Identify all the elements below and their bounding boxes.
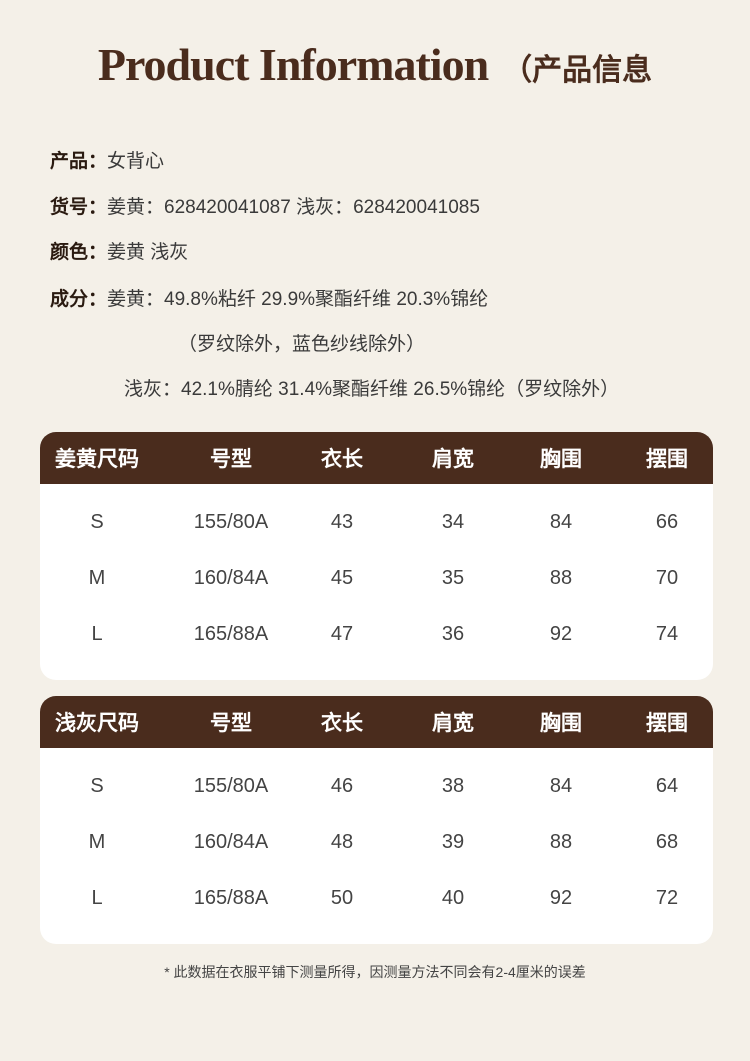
table-cell: M — [88, 566, 106, 589]
table-cell: M — [88, 830, 106, 853]
table-cell: 47 — [330, 622, 354, 645]
info-value: 姜黄 浅灰 — [107, 242, 189, 263]
info-value: 姜黄：628420041087 浅灰：628420041085 — [107, 197, 480, 218]
header-cell: 胸围 — [540, 712, 582, 735]
table-cell: 46 — [330, 774, 354, 797]
table-row: L 165/88A 50 40 92 72 — [40, 870, 713, 926]
header-cell: 胸围 — [540, 448, 582, 471]
header-cell: 号型 — [210, 712, 252, 735]
table-cell: 68 — [655, 830, 679, 853]
title-zh: （产品信息 — [502, 53, 653, 88]
measurement-note: * 此数据在衣服平铺下测量所得，因测量方法不同会有2-4厘米的误差 — [164, 964, 586, 980]
info-color: 颜色：姜黄 浅灰 — [50, 237, 188, 264]
table-cell: 43 — [330, 510, 354, 533]
info-value: 姜黄：49.8%粘纤 29.9%聚酯纤维 20.3%锦纶 — [107, 289, 489, 310]
table-cell: 160/84A — [193, 566, 269, 589]
header-cell: 号型 — [210, 448, 252, 471]
table-cell: 155/80A — [193, 774, 269, 797]
table-cell: 160/84A — [193, 830, 269, 853]
page-title: Product Information （产品信息 — [0, 38, 750, 91]
info-label: 成分： — [50, 289, 108, 310]
table-cell: 74 — [655, 622, 679, 645]
size-table-grey: 浅灰尺码 号型 衣长 肩宽 胸围 摆围 S 155/80A 46 38 84 64 M 160/84A 48… — [40, 696, 713, 944]
table-cell: 66 — [655, 510, 679, 533]
table-header: 姜黄尺码 号型 衣长 肩宽 胸围 摆围 — [40, 432, 713, 484]
table-cell: 88 — [549, 830, 573, 853]
header-cell: 衣长 — [321, 448, 363, 471]
table-cell: 72 — [655, 886, 679, 909]
table-row: M 160/84A 48 39 88 68 — [40, 814, 713, 870]
table-cell: 35 — [441, 566, 465, 589]
header-cell: 肩宽 — [432, 448, 474, 471]
table-cell: 64 — [655, 774, 679, 797]
table-cell: 70 — [655, 566, 679, 589]
composition-note: （罗纹除外，蓝色纱线除外） — [178, 334, 426, 355]
table-row: L 165/88A 47 36 92 74 — [40, 606, 713, 662]
table-cell: 48 — [330, 830, 354, 853]
header-cell: 肩宽 — [432, 712, 474, 735]
table-cell: 84 — [549, 774, 573, 797]
table-cell: S — [90, 774, 104, 797]
table-cell: 92 — [549, 622, 573, 645]
info-label: 颜色： — [50, 242, 108, 263]
table-cell: 39 — [441, 830, 465, 853]
info-value: 女背心 — [107, 151, 165, 172]
header-cell: 摆围 — [646, 448, 688, 471]
table-cell: 36 — [441, 622, 465, 645]
table-cell: 45 — [330, 566, 354, 589]
info-sku: 货号：姜黄：628420041087 浅灰：628420041085 — [50, 192, 480, 219]
table-row: M 160/84A 45 35 88 70 — [40, 550, 713, 606]
header-cell: 衣长 — [321, 712, 363, 735]
table-cell: 165/88A — [193, 622, 269, 645]
table-cell: 92 — [549, 886, 573, 909]
table-header: 浅灰尺码 号型 衣长 肩宽 胸围 摆围 — [40, 696, 713, 748]
info-label: 产品： — [50, 151, 108, 172]
table-row: S 155/80A 46 38 84 64 — [40, 758, 713, 814]
info-product: 产品：女背心 — [50, 146, 164, 173]
table-cell: 34 — [441, 510, 465, 533]
table-cell: 155/80A — [193, 510, 269, 533]
table-cell: 88 — [549, 566, 573, 589]
info-label: 货号： — [50, 197, 108, 218]
table-cell: L — [91, 622, 103, 645]
table-cell: L — [91, 886, 103, 909]
table-cell: 50 — [330, 886, 354, 909]
table-cell: 40 — [441, 886, 465, 909]
info-composition: 成分：姜黄：49.8%粘纤 29.9%聚酯纤维 20.3%锦纶 — [50, 284, 488, 311]
size-table-yellow: 姜黄尺码 号型 衣长 肩宽 胸围 摆围 S 155/80A 43 34 84 66 M 160/84A 45… — [40, 432, 713, 680]
title-en: Product Information — [97, 39, 489, 90]
header-cell: 浅灰尺码 — [55, 712, 139, 735]
table-cell: 165/88A — [193, 886, 269, 909]
table-row: S 155/80A 43 34 84 66 — [40, 494, 713, 550]
table-cell: S — [90, 510, 104, 533]
table-cell: 84 — [549, 510, 573, 533]
header-cell: 姜黄尺码 — [55, 448, 139, 471]
table-cell: 38 — [441, 774, 465, 797]
composition-grey: 浅灰：42.1%腈纶 31.4%聚酯纤维 26.5%锦纶（罗纹除外） — [124, 379, 620, 400]
header-cell: 摆围 — [646, 712, 688, 735]
